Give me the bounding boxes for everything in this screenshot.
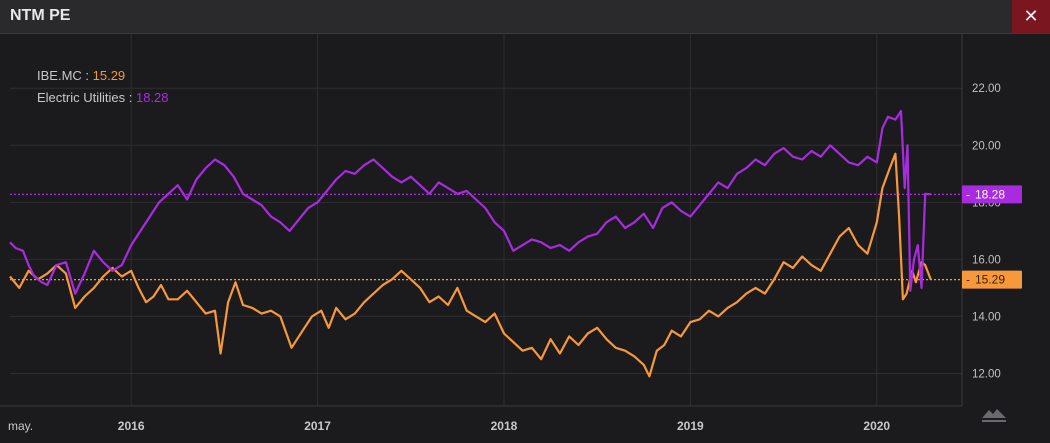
x-tick-label: 2020 [863, 419, 890, 433]
y-tick-label: 22.00 [972, 83, 1001, 95]
legend-value-ibe: 15.29 [92, 68, 126, 83]
legend-item-utilities: Electric Utilities : 18.28 [37, 87, 169, 109]
y-tick-label: 12.00 [972, 368, 1001, 380]
legend-label-utilities: Electric Utilities : [37, 90, 136, 105]
y-tick-label: 20.00 [972, 140, 1001, 152]
last-value-badge [962, 185, 1022, 204]
last-value-badge [962, 270, 1022, 289]
close-icon: ✕ [1023, 6, 1039, 26]
close-button[interactable]: ✕ [1012, 0, 1050, 33]
legend-value-utilities: 18.28 [135, 90, 169, 105]
x-tick-label: 2019 [677, 419, 704, 433]
title-bar: NTM PE ✕ [0, 0, 1050, 34]
x-tick-label: may. [8, 419, 33, 433]
ntm-pe-chart: 12.0014.0016.0018.0020.0022.00may.201620… [0, 34, 1022, 433]
window-title: NTM PE [10, 7, 71, 24]
x-tick-label: 2016 [118, 419, 145, 433]
x-tick-label: 2018 [491, 419, 518, 433]
logo-icon [982, 409, 1006, 422]
last-value-label: 18.28 [975, 187, 1005, 201]
last-value-dash: - [966, 273, 970, 287]
series-line-electric-utilities [9, 109, 931, 295]
legend: IBE.MC : 15.29 Electric Utilities : 18.2… [37, 65, 169, 109]
chart-area: 12.0014.0016.0018.0020.0022.00may.201620… [0, 34, 1050, 443]
y-tick-label: 14.00 [972, 311, 1001, 323]
x-tick-label: 2017 [304, 419, 331, 433]
last-value-dash: - [966, 187, 970, 201]
last-value-label: 15.29 [975, 273, 1005, 287]
legend-label-ibe: IBE.MC : [37, 68, 93, 83]
series-line-ibe-mc [9, 152, 932, 378]
legend-item-ibe: IBE.MC : 15.29 [37, 65, 169, 87]
y-tick-label: 16.00 [972, 254, 1001, 266]
